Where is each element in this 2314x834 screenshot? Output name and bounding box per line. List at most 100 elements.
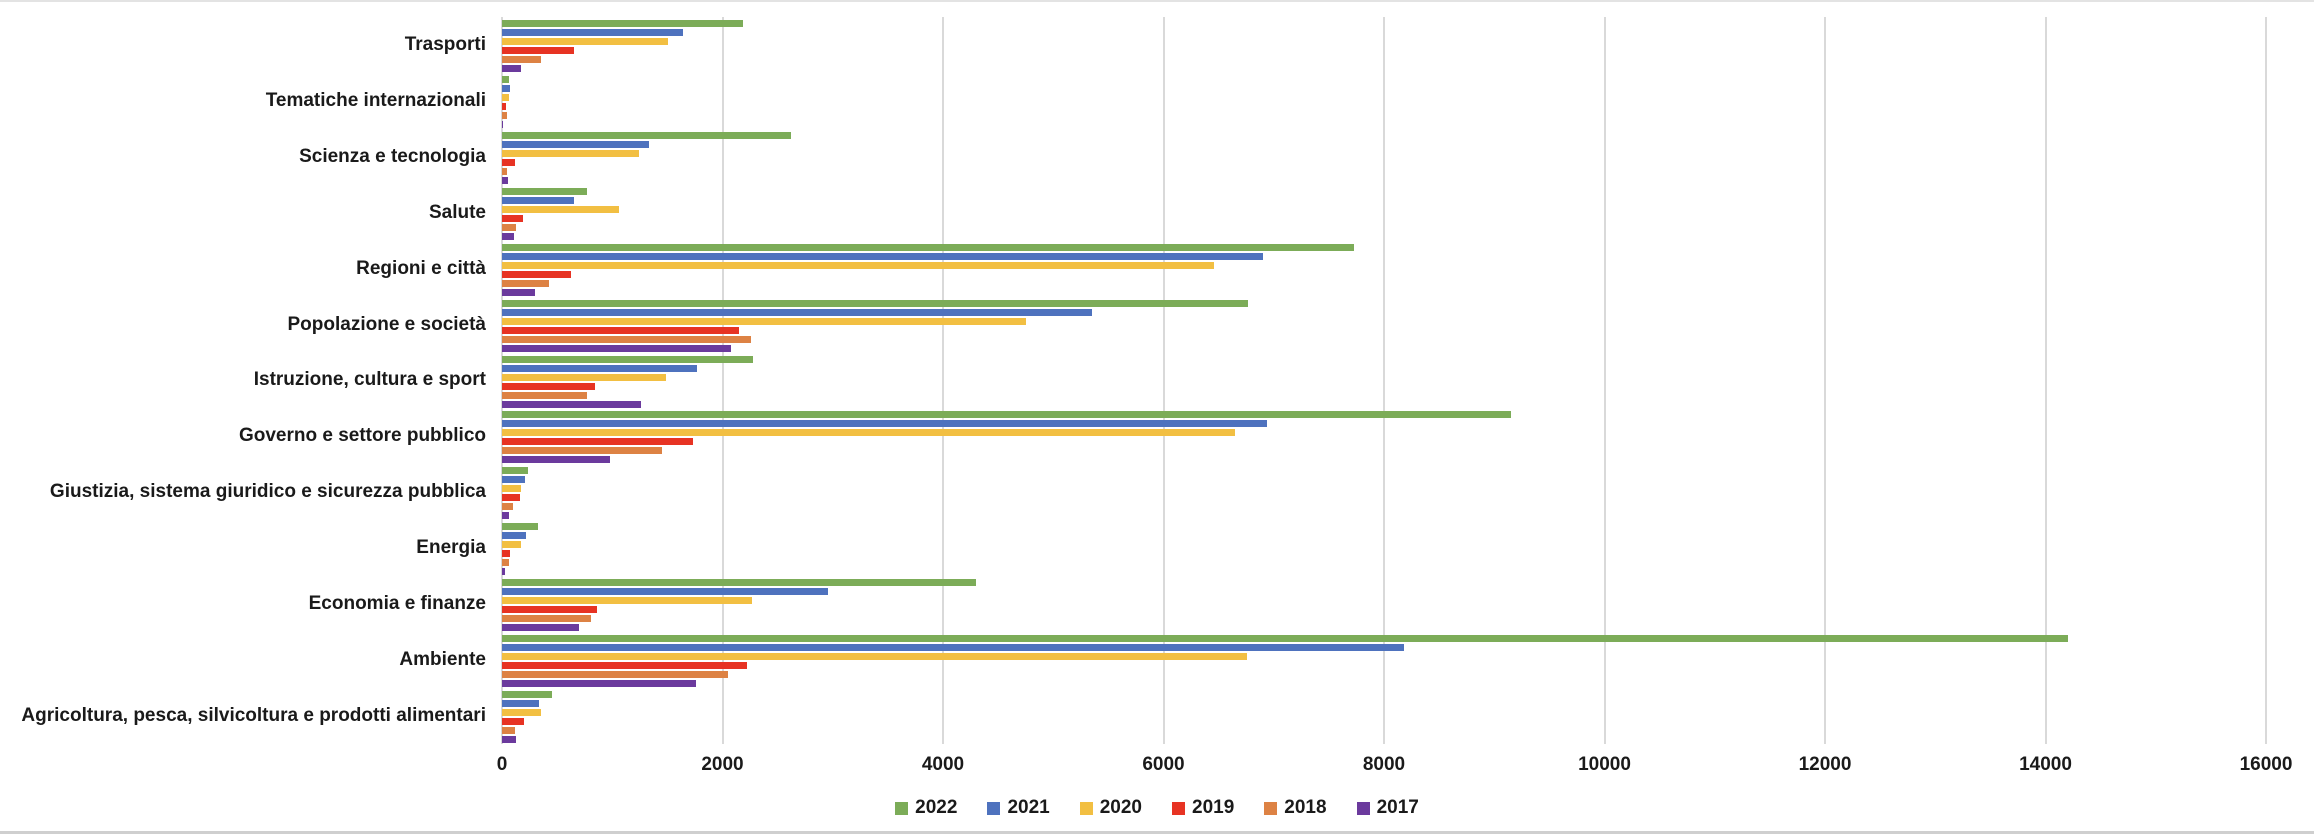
bar-2018	[502, 671, 728, 679]
bar-2020	[502, 429, 1236, 437]
bar-2020	[502, 653, 1248, 661]
bar-2017	[502, 288, 536, 296]
bar-2019	[502, 718, 525, 726]
bar-group	[502, 187, 2266, 242]
bar-2022	[502, 299, 1248, 307]
x-tick-label: 6000	[1142, 754, 1185, 775]
gridline	[1824, 17, 1826, 744]
bar-2018	[502, 615, 592, 623]
legend-label: 2020	[1099, 797, 1142, 818]
bar-2021	[502, 588, 829, 596]
bar-2021	[502, 29, 683, 36]
legend-item-2018: 2018	[1264, 797, 1327, 819]
bar-2017	[502, 456, 611, 464]
x-tick-label: 2000	[701, 754, 744, 775]
bar-2019	[502, 214, 523, 222]
bar-group	[502, 243, 2266, 298]
bar-2018	[502, 167, 507, 175]
legend-swatch-icon	[1356, 801, 1370, 815]
bar-2022	[502, 691, 552, 699]
legend-label: 2019	[1192, 797, 1235, 818]
bar-2020	[502, 261, 1215, 269]
bar-2022	[502, 131, 791, 139]
legend-label: 2021	[1007, 797, 1050, 818]
bar-2021	[502, 196, 574, 204]
bar-2021	[502, 252, 1263, 260]
bar-2019	[502, 606, 597, 614]
bar-2018	[502, 391, 587, 399]
bar-2022	[502, 243, 1355, 251]
bar-2021	[502, 308, 1092, 316]
bar-group	[502, 579, 2266, 633]
bar-2021	[502, 700, 540, 708]
bar-2021	[502, 644, 1404, 652]
bar-2019	[502, 662, 747, 670]
bar-2017	[502, 120, 504, 128]
bar-2022	[502, 187, 587, 195]
bar-group	[502, 523, 2266, 577]
gridline	[721, 17, 724, 744]
legend-item-2020: 2020	[1079, 797, 1142, 819]
legend-swatch-icon	[1264, 801, 1278, 815]
bar-group	[502, 467, 2266, 521]
category-label: Regioni e città	[356, 257, 486, 279]
legend-label: 2022	[915, 797, 958, 818]
category-label: Economia e finanze	[308, 593, 486, 615]
legend-swatch-icon	[895, 801, 909, 815]
bar-2020	[502, 373, 667, 381]
category-label: Scienza e tecnologia	[299, 145, 486, 167]
bar-2018	[502, 56, 542, 63]
category-label: Trasporti	[404, 33, 486, 55]
bar-2021	[502, 476, 526, 484]
bar-2017	[502, 568, 505, 576]
bar-2017	[502, 512, 509, 520]
bar-2017	[502, 232, 515, 240]
category-label: Governo e settore pubblico	[238, 425, 486, 447]
bar-2020	[502, 317, 1026, 325]
legend-item-2017: 2017	[1356, 797, 1419, 819]
bar-2018	[502, 447, 662, 455]
bar-2017	[502, 176, 509, 184]
bar-2019	[502, 326, 740, 334]
bar-2021	[502, 84, 510, 92]
legend-item-2021: 2021	[987, 797, 1050, 819]
category-label: Energia	[416, 537, 486, 559]
x-tick-label: 16000	[2239, 754, 2293, 775]
legend-swatch-icon	[1172, 801, 1185, 815]
bar-group	[502, 691, 2266, 745]
x-tick-label: 10000	[1578, 754, 1631, 775]
bar-2019	[502, 550, 511, 558]
bar-2020	[502, 485, 521, 493]
bar-2020	[502, 597, 753, 605]
category-label: Tematiche internazionali	[265, 89, 486, 111]
bar-2017	[502, 624, 580, 632]
legend-item-2022: 2022	[895, 797, 957, 819]
bar-2019	[502, 158, 515, 166]
bar-2019	[502, 438, 693, 446]
legend: 2022 2021 2020 2019 2018 2017	[0, 797, 2314, 819]
bar-2022	[502, 20, 744, 27]
bar-2021	[502, 364, 697, 372]
bar-2022	[502, 579, 977, 587]
bar-2021	[502, 140, 649, 148]
gridline	[1603, 17, 1606, 744]
bar-2020	[502, 93, 509, 101]
x-tick-label: 8000	[1362, 754, 1406, 775]
gridline	[942, 17, 944, 744]
bar-2018	[502, 223, 517, 231]
bar-2018	[502, 727, 516, 735]
bar-2022	[502, 635, 2068, 643]
bar-2019	[502, 382, 595, 390]
x-tick-label: 0	[496, 754, 508, 775]
gridline	[2044, 17, 2047, 744]
category-label: Salute	[428, 201, 486, 223]
bar-2022	[502, 467, 529, 475]
gridline	[1383, 17, 1385, 744]
category-label: Agricoltura, pesca, silvicoltura e prodo…	[21, 705, 486, 727]
bar-2021	[502, 532, 526, 540]
bar-2019	[502, 47, 574, 54]
bar-2020	[502, 149, 640, 157]
category-label: Popolazione e società	[287, 313, 487, 335]
category-label: Istruzione, cultura e sport	[253, 369, 486, 391]
bar-2019	[502, 494, 520, 502]
